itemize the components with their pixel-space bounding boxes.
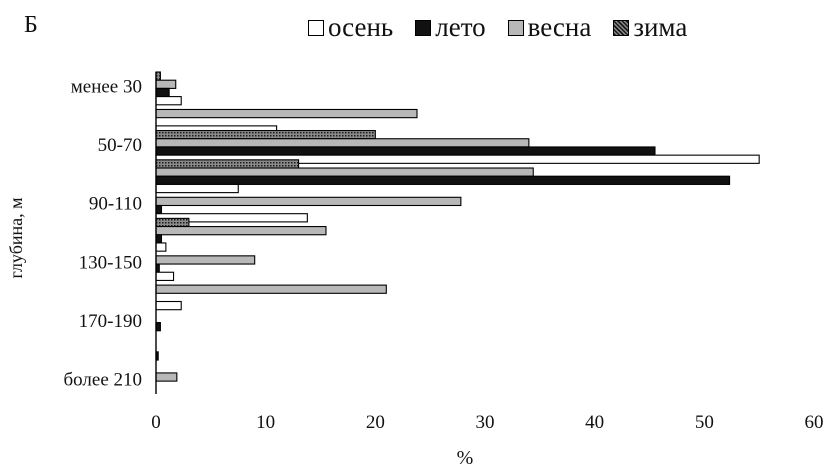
legend-label: лето: [435, 12, 486, 42]
bar-весна-менее-30: [155, 79, 177, 89]
bar-зима-110-130: [155, 217, 190, 228]
legend: осень лето весна зима: [308, 12, 687, 43]
legend-label: осень: [328, 12, 394, 42]
y-tick-label: 50-70: [98, 135, 142, 156]
bar-лето-70-90: [155, 175, 731, 185]
bar-лето-110-130: [155, 234, 163, 244]
y-tick-label: 90-110: [89, 194, 142, 215]
panel-letter: Б: [24, 12, 38, 38]
bar-весна-150-170: [155, 284, 387, 294]
x-axis-title: %: [457, 447, 474, 469]
y-tick-label: более 210: [63, 369, 142, 390]
x-tick-label: 0: [151, 412, 161, 433]
legend-swatch: [308, 19, 324, 36]
bar-зима-70-90: [155, 159, 300, 169]
legend-swatch: [613, 19, 630, 36]
bar-осень-150-170: [155, 300, 182, 311]
bar-лето-50-70: [155, 146, 656, 156]
bar-весна-130-150: [155, 255, 256, 265]
bar-зима-50-70: [155, 130, 376, 140]
y-tick-label: 170-190: [79, 311, 142, 332]
bar-весна-110-130: [155, 226, 327, 236]
bar-весна-более-210: [155, 372, 178, 382]
x-tick-label: 50: [695, 412, 714, 433]
bar-осень-менее-30: [155, 96, 182, 106]
x-tick-label: 60: [805, 412, 824, 433]
bar-весна-70-90: [155, 167, 534, 177]
y-axis-title: глубина, м: [6, 197, 26, 278]
legend-item-лето: лето: [415, 12, 486, 43]
bar-лето-90-110: [155, 204, 163, 215]
bar-весна-30-50: [155, 108, 418, 119]
bar-весна-90-110: [155, 196, 462, 207]
bar-осень-110-130: [155, 242, 167, 252]
bar-лето-менее-30: [155, 87, 170, 98]
x-tick-label: 30: [476, 412, 495, 433]
y-tick-label: менее 30: [71, 77, 142, 98]
x-tick-label: 10: [256, 412, 275, 433]
bar-осень-70-90: [155, 183, 239, 194]
x-tick-label: 20: [366, 412, 385, 433]
bar-осень-130-150: [155, 271, 175, 281]
legend-swatch: [415, 19, 432, 36]
legend-item-весна: весна: [507, 12, 592, 43]
legend-label: весна: [527, 12, 592, 42]
bar-весна-50-70: [155, 138, 530, 148]
x-tick-label: 40: [585, 412, 604, 433]
y-tick-label: 130-150: [79, 252, 142, 273]
legend-swatch: [507, 19, 524, 36]
legend-item-зима: зима: [613, 12, 687, 43]
legend-item-осень: осень: [308, 12, 393, 43]
legend-label: зима: [633, 12, 688, 42]
